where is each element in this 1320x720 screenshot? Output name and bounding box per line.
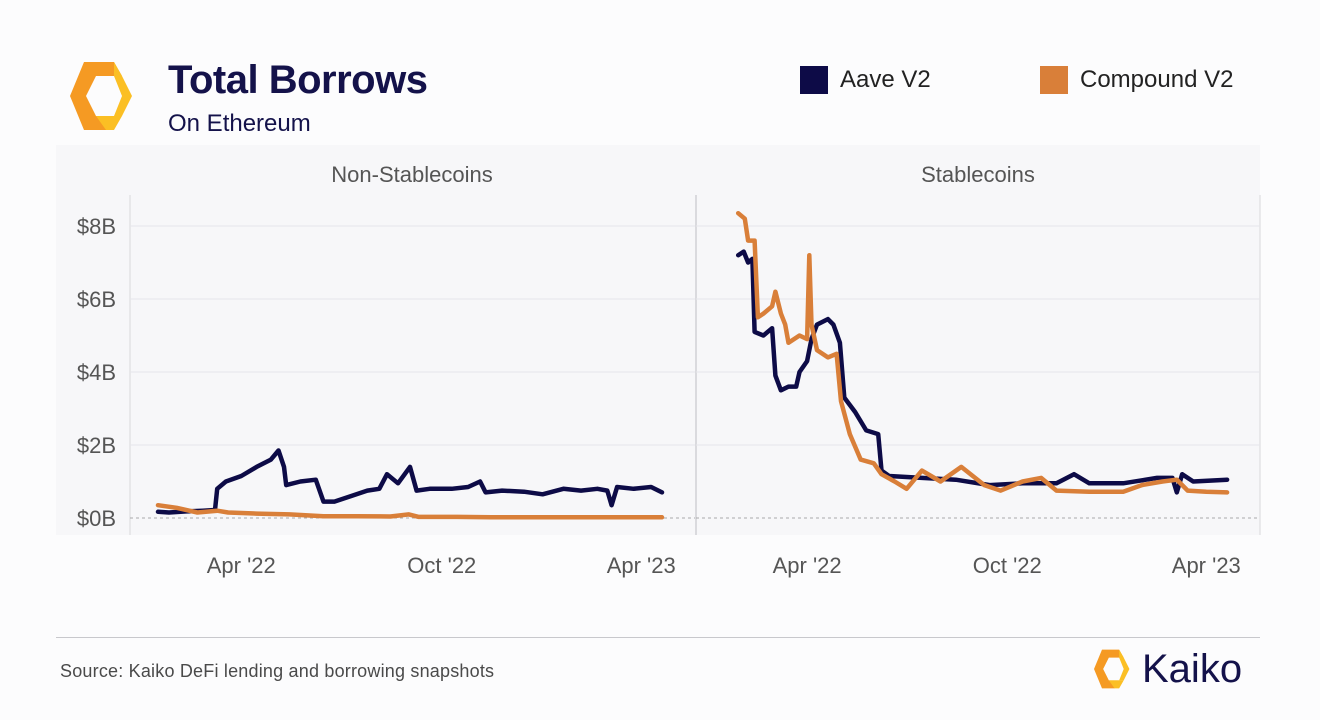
kaiko-logo-icon: [70, 62, 132, 130]
chart-title: Total Borrows: [168, 58, 428, 102]
series-line-compound: [155, 502, 665, 520]
legend-item-aave: Aave V2: [800, 66, 931, 94]
source-note: Source: Kaiko DeFi lending and borrowing…: [60, 661, 495, 681]
series-line-aave: [735, 249, 1230, 495]
panel-title-0: Non-Stablecoins: [331, 162, 492, 187]
legend-item-compound: Compound V2: [1040, 66, 1233, 94]
plot-background: [56, 145, 1260, 535]
legend-label-compound: Compound V2: [1080, 66, 1234, 93]
series-line-aave: [155, 448, 665, 515]
panel-title-1: Stablecoins: [921, 162, 1035, 187]
y-tick-label: $4B: [77, 360, 116, 385]
kaiko-brand-icon: [1094, 649, 1130, 689]
brand-wordmark: Kaiko: [1142, 646, 1243, 691]
x-tick-label: Apr '22: [207, 553, 276, 578]
legend-label-aave: Aave V2: [840, 66, 931, 93]
x-tick-label: Apr '22: [773, 553, 842, 578]
x-tick-label: Oct '22: [407, 553, 476, 578]
chart-subtitle: On Ethereum: [168, 110, 311, 137]
footer-divider: [56, 637, 1260, 638]
x-tick-label: Apr '23: [607, 553, 676, 578]
x-tick-label: Oct '22: [973, 553, 1042, 578]
y-tick-label: $2B: [77, 433, 116, 458]
series-line-compound: [735, 210, 1230, 495]
x-tick-label: Apr '23: [1172, 553, 1241, 578]
y-tick-label: $6B: [77, 287, 116, 312]
y-tick-label: $0B: [77, 506, 116, 531]
footer-brand: Kaiko: [1086, 646, 1242, 692]
y-tick-label: $8B: [77, 214, 116, 239]
legend-swatch-compound: [1040, 66, 1068, 94]
legend-swatch-aave: [800, 66, 828, 94]
